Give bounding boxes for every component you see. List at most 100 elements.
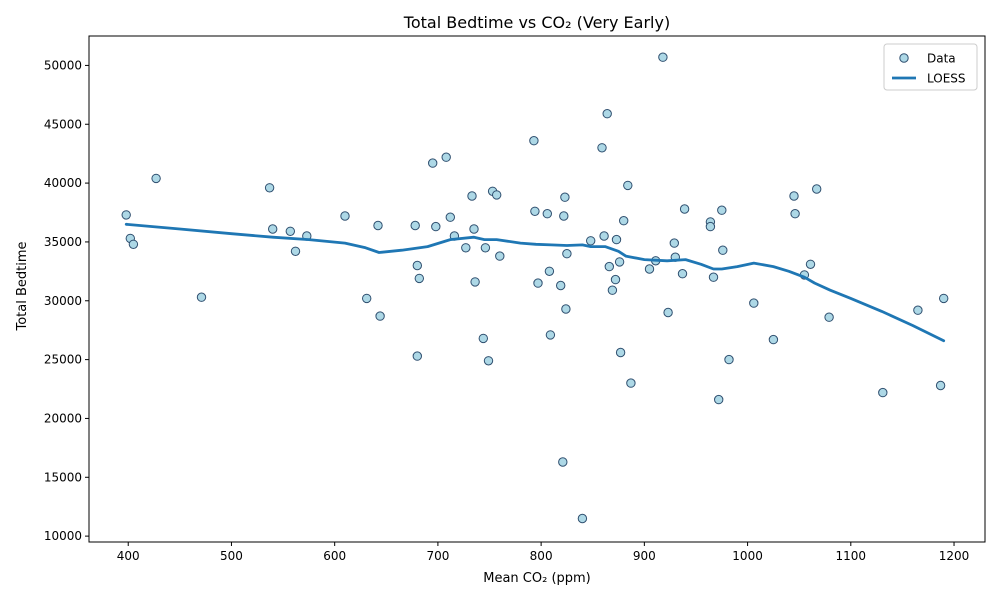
data-point [939,293,949,304]
data-point [483,356,494,366]
data-point [441,152,451,162]
legend-marker-data [899,53,909,63]
data-point [669,238,679,248]
x-axis-label: Mean CO₂ (ppm) [483,571,591,586]
data-point [805,259,816,269]
data-point [724,354,734,365]
y-tick-label: 50000 [44,58,82,72]
data-point [478,333,488,344]
data-point [749,298,759,308]
data-point [644,264,655,274]
data-point [562,249,572,259]
data-point [558,457,568,467]
axes-frame [88,35,986,543]
data-point [545,330,556,340]
x-tick-label: 900 [633,549,656,563]
x-tick-label: 1000 [732,549,763,563]
data-point [586,236,596,246]
data-point [790,209,800,219]
data-point [428,158,438,168]
data-point [412,351,422,361]
data-point [290,246,301,257]
data-point [663,307,673,318]
data-point [560,192,570,202]
plot-area [121,52,949,524]
data-point [362,293,372,304]
data-point [626,378,636,388]
data-point [708,272,719,282]
data-point [619,216,629,226]
x-tick-label: 1100 [836,549,867,563]
data-point [602,109,612,119]
data-point [470,277,480,287]
data-point [768,334,779,345]
legend: Data LOESS [883,43,978,91]
y-tick-label: 40000 [44,176,82,190]
data-point [789,191,799,201]
data-point [480,243,491,253]
data-point [577,513,588,524]
data-point [495,251,505,261]
data-point [121,210,131,220]
data-point [597,143,607,153]
data-point [615,347,626,358]
data-point [614,257,625,267]
data-point [561,304,571,314]
y-tick-label: 15000 [44,470,82,484]
data-point [196,292,207,302]
data-point [610,274,621,285]
x-tick-label: 800 [530,549,553,563]
data-point [461,243,471,253]
data-point [611,234,622,245]
data-point [658,52,668,62]
data-point [467,191,477,201]
data-point [285,226,295,237]
data-point [623,180,633,191]
data-point [431,221,441,232]
x-tick-label: 400 [117,549,140,563]
data-point [412,260,422,271]
data-point [824,312,834,322]
data-point [556,280,566,291]
data-point [677,269,688,279]
data-point [559,211,569,221]
y-tick-label: 10000 [44,529,82,543]
data-point [530,206,540,217]
data-point [705,221,716,232]
y-axis-label: Total Bedtime [15,241,30,331]
data-point [264,183,275,193]
data-point [533,278,543,288]
y-tick-label: 35000 [44,235,82,249]
data-point [469,224,479,234]
data-point [445,212,455,222]
data-point [544,266,555,276]
y-tick-label: 20000 [44,411,82,425]
data-point [375,311,385,321]
data-point [373,220,383,231]
data-point [878,387,888,398]
data-point [935,380,946,391]
data-point [410,220,420,231]
y-tick-label: 45000 [44,117,82,131]
data-point [529,136,539,146]
legend-label: Data [927,52,956,66]
loess-line [124,222,946,343]
data-point [717,205,727,215]
data-point [718,245,728,255]
legend-label: LOESS [927,72,966,86]
data-point [340,211,350,221]
data-point [913,305,923,315]
data-point [128,239,139,250]
data-point [151,173,161,184]
data-point [714,394,724,405]
data-point [679,204,690,214]
x-tick-label: 600 [323,549,346,563]
data-point [414,273,424,284]
y-tick-label: 25000 [44,353,82,367]
chart-title: Total Bedtime vs CO₂ (Very Early) [403,13,670,32]
x-tick-label: 500 [220,549,243,563]
data-point [607,285,618,295]
data-point [604,261,614,272]
